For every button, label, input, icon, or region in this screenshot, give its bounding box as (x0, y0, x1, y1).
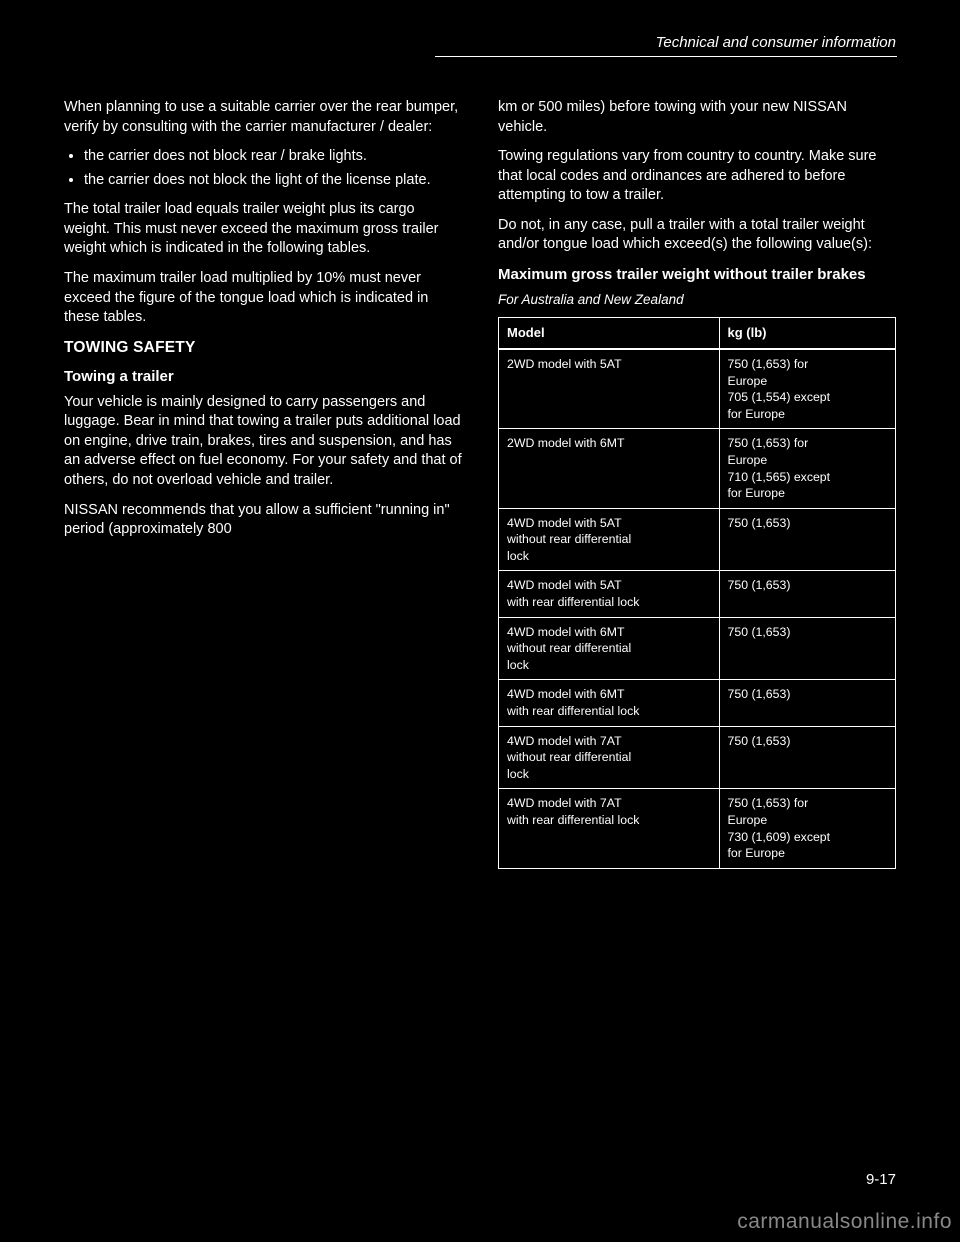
table-cell: 2WD model with 5AT (499, 349, 720, 429)
heading-towing-trailer: Towing a trailer (64, 367, 462, 387)
bullet-2: the carrier does not block the light of … (84, 171, 462, 191)
table-cell: 4WD model with 5ATwithout rear different… (499, 508, 720, 571)
table-cell: 750 (1,653) forEurope730 (1,609) exceptf… (719, 789, 895, 868)
watermark: carmanualsonline.info (737, 1210, 952, 1234)
table-cell: 2WD model with 6MT (499, 429, 720, 508)
para-regulations: Towing regulations vary from country to … (498, 147, 896, 206)
table-row: 4WD model with 7ATwithout rear different… (499, 726, 896, 789)
bullet-1: the carrier does not block rear / brake … (84, 147, 462, 167)
para-km-miles: km or 500 miles) before towing with your… (498, 98, 896, 137)
table-cell: 750 (1,653) (719, 508, 895, 571)
table-row: 2WD model with 6MT750 (1,653) forEurope7… (499, 429, 896, 508)
para-trailer-load: The total trailer load equals trailer we… (64, 200, 462, 259)
table-row: 4WD model with 5ATwithout rear different… (499, 508, 896, 571)
table-cell: 750 (1,653) (719, 571, 895, 617)
table-row: 2WD model with 5AT750 (1,653) forEurope7… (499, 349, 896, 429)
spec-table: Model kg (lb) 2WD model with 5AT750 (1,6… (498, 317, 896, 868)
region-note: For Australia and New Zealand (498, 291, 896, 309)
carrier-bullets: the carrier does not block rear / brake … (64, 147, 462, 190)
table-row: 4WD model with 6MTwithout rear different… (499, 617, 896, 680)
table-cell: 750 (1,653) (719, 726, 895, 789)
table-row: 4WD model with 5ATwith rear differential… (499, 571, 896, 617)
page-number: 9-17 (866, 1171, 896, 1188)
para-running-in: NISSAN recommends that you allow a suffi… (64, 501, 462, 540)
table-cell: 750 (1,653) forEurope710 (1,565) exceptf… (719, 429, 895, 508)
table-row: 4WD model with 7ATwith rear differential… (499, 789, 896, 868)
th-model: Model (499, 318, 720, 349)
table-cell: 4WD model with 6MTwith rear differential… (499, 680, 720, 726)
table-cell: 750 (1,653) (719, 617, 895, 680)
heading-max-gross: Maximum gross trailer weight without tra… (498, 265, 896, 285)
table-cell: 750 (1,653) forEurope705 (1,554) exceptf… (719, 349, 895, 429)
para-do-not: Do not, in any case, pull a trailer with… (498, 216, 896, 255)
header-rule (435, 56, 897, 57)
heading-towing-safety: TOWING SAFETY (64, 338, 462, 359)
table-cell: 4WD model with 6MTwithout rear different… (499, 617, 720, 680)
para-tongue-load: The maximum trailer load multiplied by 1… (64, 269, 462, 328)
table-cell: 4WD model with 7ATwithout rear different… (499, 726, 720, 789)
right-column: km or 500 miles) before towing with your… (498, 98, 896, 869)
table-cell: 4WD model with 5ATwith rear differential… (499, 571, 720, 617)
table-cell: 750 (1,653) (719, 680, 895, 726)
header-caption: Technical and consumer information (656, 34, 896, 51)
table-cell: 4WD model with 7ATwith rear differential… (499, 789, 720, 868)
th-weight: kg (lb) (719, 318, 895, 349)
intro-text: When planning to use a suitable carrier … (64, 98, 462, 137)
table-header-row: Model kg (lb) (499, 318, 896, 349)
para-vehicle-design: Your vehicle is mainly designed to carry… (64, 393, 462, 491)
table-row: 4WD model with 6MTwith rear differential… (499, 680, 896, 726)
left-column: When planning to use a suitable carrier … (64, 98, 462, 869)
